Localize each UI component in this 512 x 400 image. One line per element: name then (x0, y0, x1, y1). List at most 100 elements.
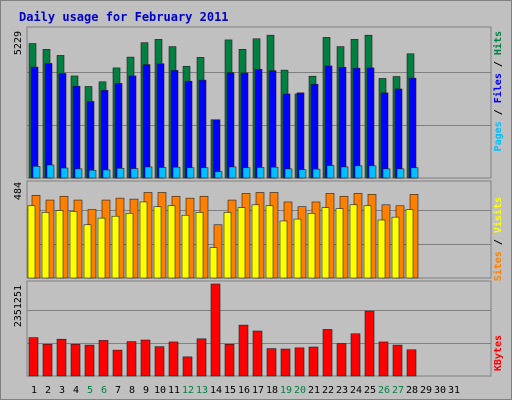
bar-kbytes-day-16 (238, 324, 249, 377)
bar-kbytes-day-6 (98, 340, 109, 377)
bar-files-day-9 (142, 64, 151, 179)
x-tick-label-5: 5 (87, 385, 93, 396)
bar-kbytes-day-14 (210, 283, 221, 377)
bar-pages-day-15 (228, 166, 237, 179)
bar-pages-day-27 (396, 168, 405, 179)
x-tick-label-6: 6 (101, 385, 107, 396)
bar-sites-day-21 (307, 213, 316, 279)
visits-legend: Sites / Visits (493, 197, 504, 282)
bar-pages-day-12 (186, 167, 195, 179)
bar-sites-day-2 (41, 212, 50, 279)
bar-pages-day-20 (298, 169, 307, 179)
legend-files: Files (493, 73, 504, 104)
bar-kbytes-day-26 (378, 341, 389, 377)
bar-sites-day-23 (335, 208, 344, 279)
bar-files-day-13 (198, 79, 207, 179)
bar-pages-day-8 (130, 168, 139, 179)
bar-files-day-22 (324, 65, 333, 179)
kbytes-legend: KBytes (493, 335, 504, 371)
bar-kbytes-day-27 (392, 344, 403, 377)
bar-sites-day-3 (55, 210, 64, 279)
bar-files-day-2 (44, 63, 53, 179)
bar-pages-day-7 (116, 167, 125, 179)
bar-kbytes-day-8 (126, 341, 137, 377)
bar-pages-day-21 (312, 168, 321, 179)
bar-pages-day-5 (88, 169, 97, 179)
bar-pages-day-4 (74, 168, 83, 179)
bar-kbytes-day-9 (140, 339, 151, 377)
bar-sites-day-20 (293, 218, 302, 279)
bar-sites-day-1 (27, 205, 36, 279)
bar-sites-day-8 (125, 213, 134, 279)
x-tick-label-29: 29 (420, 385, 432, 396)
bar-pages-day-1 (32, 166, 41, 179)
bar-pages-day-26 (382, 168, 391, 179)
bar-files-day-7 (114, 83, 123, 179)
bar-pages-day-11 (172, 166, 181, 179)
bar-pages-day-14 (214, 171, 223, 179)
x-tick-label-11: 11 (168, 385, 180, 396)
bar-files-day-4 (72, 85, 81, 179)
bar-files-day-6 (100, 90, 109, 179)
x-tick-label-19: 19 (280, 385, 292, 396)
x-tick-label-1: 1 (31, 385, 37, 396)
bar-sites-day-14 (209, 247, 218, 279)
bar-sites-day-10 (153, 206, 162, 279)
bar-kbytes-day-20 (294, 347, 305, 377)
bar-sites-day-5 (83, 224, 92, 279)
bar-pages-day-22 (326, 165, 335, 179)
bar-files-day-10 (156, 63, 165, 179)
x-tick-label-9: 9 (143, 385, 149, 396)
x-tick-label-8: 8 (129, 385, 135, 396)
chart-title: Daily usage for February 2011 (19, 10, 229, 24)
bar-files-day-27 (394, 88, 403, 179)
bar-files-day-17 (254, 68, 263, 179)
bar-pages-day-3 (60, 167, 69, 179)
bar-pages-day-2 (46, 164, 55, 179)
bar-files-day-18 (268, 70, 277, 179)
bar-sites-day-24 (349, 204, 358, 279)
x-tick-label-26: 26 (378, 385, 390, 396)
bar-files-day-3 (58, 73, 67, 179)
legend-kbytes: KBytes (493, 335, 504, 372)
x-tick-label-3: 3 (59, 385, 65, 396)
x-tick-label-24: 24 (350, 385, 362, 396)
bar-kbytes-day-13 (196, 338, 207, 377)
bar-sites-day-17 (251, 204, 260, 279)
bar-sites-day-6 (97, 217, 106, 279)
bar-files-day-16 (240, 72, 249, 179)
bar-kbytes-day-19 (280, 348, 291, 377)
bar-sites-day-26 (377, 219, 386, 279)
x-tick-label-23: 23 (336, 385, 348, 396)
x-tick-label-7: 7 (115, 385, 121, 396)
bar-kbytes-day-23 (336, 343, 347, 377)
bar-files-day-15 (226, 72, 235, 179)
bar-kbytes-day-2 (42, 343, 53, 377)
x-tick-label-20: 20 (294, 385, 306, 396)
x-tick-label-25: 25 (364, 385, 376, 396)
bar-sites-day-4 (69, 211, 78, 279)
bar-pages-day-9 (144, 166, 153, 179)
bar-kbytes-day-24 (350, 333, 361, 377)
bar-sites-day-13 (195, 212, 204, 279)
bar-files-day-25 (366, 67, 375, 179)
x-tick-label-12: 12 (182, 385, 194, 396)
bar-files-day-26 (380, 92, 389, 179)
bar-files-day-12 (184, 80, 193, 179)
bar-files-day-1 (30, 66, 39, 179)
bar-kbytes-day-15 (224, 343, 235, 377)
bar-kbytes-day-17 (252, 330, 263, 377)
bar-sites-day-12 (181, 214, 190, 279)
bar-kbytes-day-10 (154, 346, 165, 377)
bar-pages-day-28 (410, 167, 419, 179)
kbytes-axis-max-label: 2351251 (13, 285, 24, 328)
x-tick-label-18: 18 (266, 385, 278, 396)
bar-files-day-24 (352, 67, 361, 179)
x-tick-label-14: 14 (210, 385, 222, 396)
bar-files-day-23 (338, 67, 347, 179)
bar-files-day-5 (86, 101, 95, 179)
bar-kbytes-day-22 (322, 329, 333, 377)
bar-sites-day-7 (111, 215, 120, 279)
bar-pages-day-16 (242, 167, 251, 179)
bar-pages-day-13 (200, 167, 209, 179)
